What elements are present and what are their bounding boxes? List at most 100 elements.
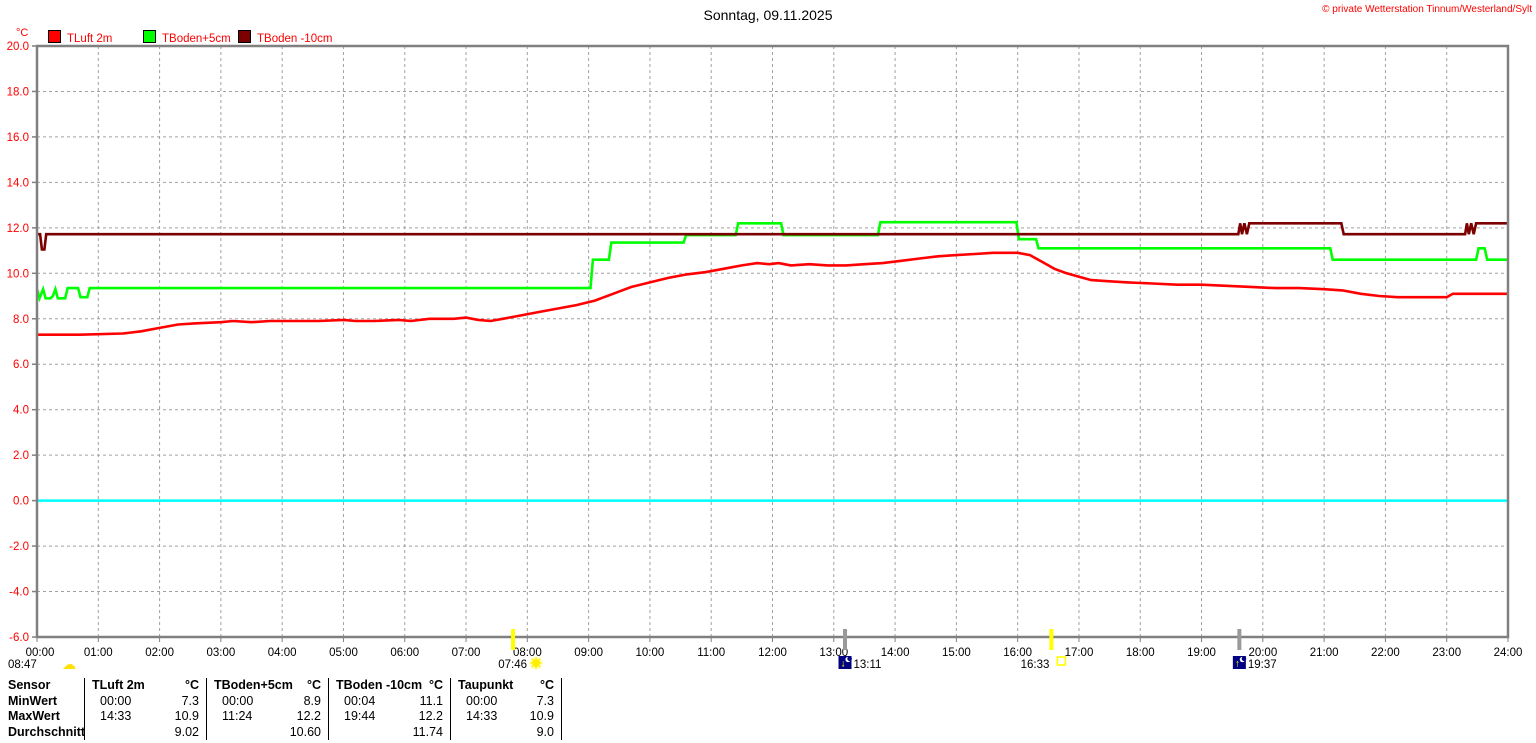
page-title: Sonntag, 09.11.2025: [703, 7, 833, 23]
avg-value: 9.02: [174, 724, 199, 739]
axis-ticks: [32, 45, 1509, 642]
x-tick-label: 09:00: [574, 647, 603, 659]
stats-column-tboden-10cm: TBoden -10cm °C 00:04 11.1 19:44 12.2 11.74: [328, 678, 450, 740]
y-tick-label: 18.0: [7, 86, 29, 98]
max-time: 11:24: [222, 709, 253, 723]
x-axis-labels: 00:00 01:00 02:00 03:00 04:00 05:00 06:00 07:00…: [26, 647, 1523, 659]
sensor-unit: °C: [306, 678, 321, 692]
event-time-label: 16:33: [1021, 659, 1050, 671]
y-tick-label: 16.0: [7, 132, 29, 144]
x-tick-label: 23:00: [1432, 647, 1461, 659]
x-tick-label: 02:00: [145, 647, 174, 659]
sensor-name: Taupunkt: [458, 678, 514, 692]
stats-corner-label: Sensor: [8, 678, 51, 692]
legend-item-tboden-5cm: TBoden+5cm: [143, 30, 231, 45]
x-tick-label: 24:00: [1494, 647, 1523, 659]
x-tick-label: 03:00: [206, 647, 235, 659]
event-markers: 08:47 ☁ 07:46 ↓ 13:11 16:33 ↑ 19:37: [8, 629, 1277, 672]
x-tick-label: 15:00: [942, 647, 971, 659]
svg-text:↑: ↑: [1235, 659, 1240, 670]
legend-item-label: TBoden+5cm: [162, 33, 231, 45]
max-value: 10.9: [174, 709, 199, 723]
series-line-tboden-5cm: [35, 220, 1508, 303]
event-time-label: 07:46: [498, 659, 527, 671]
sensor-name: TBoden -10cm: [336, 678, 423, 692]
sensor-unit: °C: [539, 678, 554, 692]
square-icon: [1056, 656, 1067, 666]
event-time-label: 13:11: [854, 659, 882, 671]
stats-row-label-avg: Durchschnitt: [8, 724, 86, 739]
event-square: 16:33: [1021, 629, 1067, 671]
legend-item-label: TBoden -10cm: [257, 33, 333, 45]
max-time: 14:33: [100, 709, 132, 723]
event-time-label: 19:37: [1248, 659, 1277, 671]
stats-column-taupunkt: Taupunkt °C 00:00 7.3 14:33 10.9 9.0: [450, 678, 562, 740]
x-tick-label: 20:00: [1248, 647, 1277, 659]
x-tick-label: 12:00: [758, 647, 787, 659]
min-time: 00:00: [222, 693, 254, 708]
x-tick-label: 16:00: [1003, 647, 1032, 659]
y-tick-label: 6.0: [13, 359, 29, 371]
event-time-label: 08:47: [8, 659, 37, 671]
x-tick-label: 06:00: [390, 647, 419, 659]
temperature-chart: 20.0 18.0 16.0 14.0 12.0 10.0 8.0 6.0 4.0 2.0 0.0 -…: [7, 41, 1523, 672]
y-tick-label: 2.0: [13, 450, 29, 462]
x-tick-label: 14:00: [881, 647, 910, 659]
legend-item-label: TLuft 2m: [67, 33, 113, 45]
y-tick-label: 4.0: [13, 405, 29, 417]
avg-value: 11.74: [412, 724, 443, 739]
y-tick-label: 0.0: [13, 496, 29, 508]
min-value: 7.3: [536, 693, 554, 708]
x-tick-label: 17:00: [1065, 647, 1094, 659]
x-tick-label: 01:00: [84, 647, 113, 659]
x-tick-label: 08:00: [513, 647, 542, 659]
max-time: 14:33: [466, 709, 498, 723]
chart-legend: °C TLuft 2m TBoden+5cm TBoden -10cm: [0, 0, 1536, 46]
min-time: 00:00: [100, 693, 132, 708]
legend-item-tluft-2m: TLuft 2m: [48, 30, 112, 45]
series-line-tboden-10cm: [37, 222, 1508, 251]
y-tick-label: -2.0: [9, 541, 29, 553]
max-value: 12.2: [296, 709, 321, 723]
y-tick-label: 8.0: [13, 314, 29, 326]
series-line-tluft-2m: [37, 251, 1508, 337]
sensor-name: TLuft 2m: [92, 678, 145, 692]
event-moon-up: ↑ 19:37: [1232, 629, 1277, 671]
legend-swatch-icon: [48, 30, 61, 43]
avg-value: 9.0: [536, 724, 554, 739]
x-tick-label: 19:00: [1187, 647, 1216, 659]
x-tick-label: 11:00: [697, 647, 725, 659]
event-sun: 07:46: [498, 629, 543, 671]
stats-row-label-max: MaxWert: [8, 709, 60, 723]
event-cloud: 08:47 ☁: [8, 656, 76, 672]
y-tick-label: 14.0: [7, 177, 29, 189]
min-value: 11.1: [419, 693, 443, 708]
x-tick-label: 04:00: [268, 647, 297, 659]
min-value: 7.3: [181, 693, 199, 708]
sensor-name: TBoden+5cm: [214, 678, 293, 692]
stats-row-label-min: MinWert: [8, 693, 58, 708]
stats-table: Sensor MinWert MaxWert Durchschnitt TLuf…: [6, 678, 562, 740]
legend-item-tboden-10cm: TBoden -10cm: [238, 30, 332, 45]
y-tick-label: 20.0: [7, 41, 29, 53]
stats-row-labels: Sensor MinWert MaxWert Durchschnitt: [6, 678, 86, 740]
x-tick-label: 07:00: [452, 647, 481, 659]
x-tick-label: 00:00: [26, 647, 55, 659]
min-value: 8.9: [303, 693, 321, 708]
x-tick-label: 05:00: [329, 647, 358, 659]
legend-swatch-icon: [143, 30, 156, 43]
x-tick-label: 21:00: [1310, 647, 1339, 659]
stats-column-tluft-2m: TLuft 2m °C 00:00 7.3 14:33 10.9 9.02: [84, 678, 206, 740]
min-time: 00:04: [344, 693, 376, 708]
min-time: 00:00: [466, 693, 498, 708]
y-tick-label: -4.0: [9, 587, 29, 599]
sensor-unit: °C: [428, 678, 443, 692]
svg-text:↓: ↓: [841, 659, 846, 670]
x-tick-label: 10:00: [636, 647, 665, 659]
cloud-icon: ☁: [62, 656, 76, 672]
y-tick-label: -6.0: [9, 632, 29, 644]
copyright-notice: © private Wetterstation Tinnum/Westerlan…: [1322, 4, 1532, 15]
x-tick-label: 18:00: [1126, 647, 1155, 659]
y-axis-unit-label: °C: [16, 27, 29, 39]
